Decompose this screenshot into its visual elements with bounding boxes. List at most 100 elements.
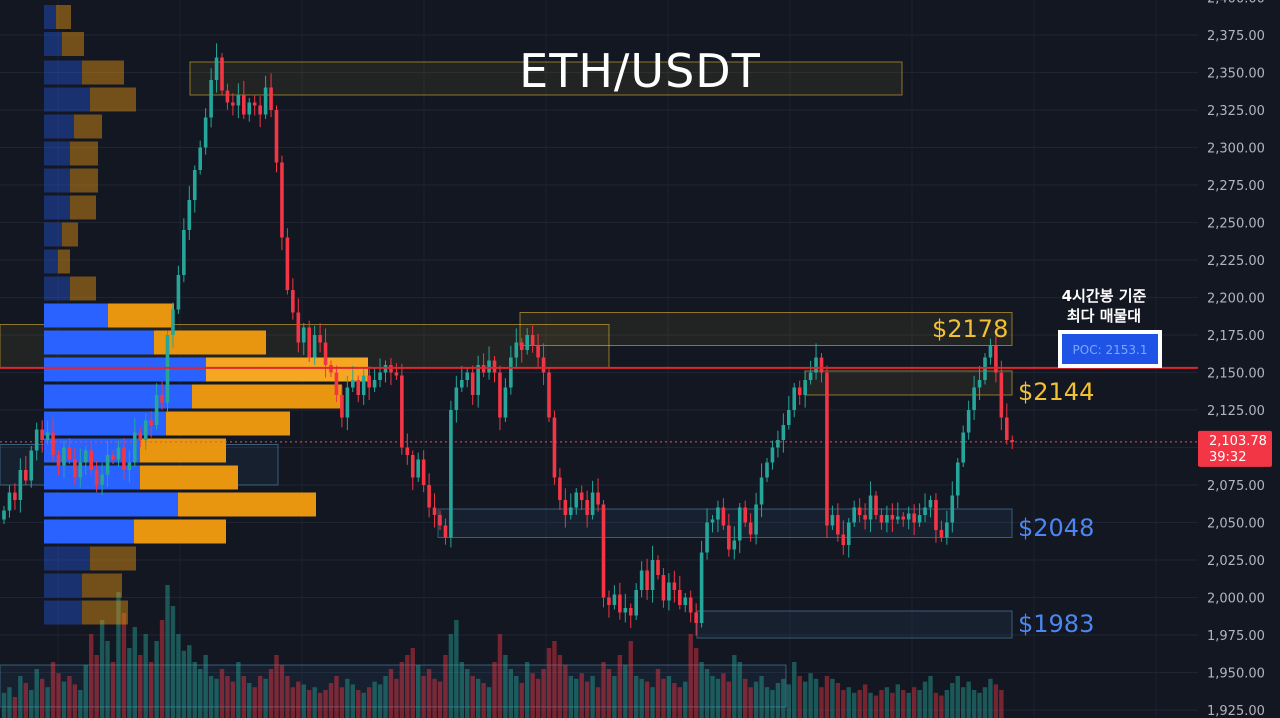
candle-body bbox=[852, 507, 856, 523]
y-tick-label: 2,075.00 bbox=[1207, 479, 1265, 494]
candle-body bbox=[18, 470, 23, 500]
profile-bar-sell bbox=[140, 465, 238, 490]
candle-body bbox=[438, 515, 442, 526]
volume-bar bbox=[241, 676, 246, 718]
candle-body bbox=[857, 507, 862, 515]
candle-body bbox=[683, 597, 688, 605]
volume-bar bbox=[143, 634, 148, 718]
volume-bar bbox=[704, 669, 710, 718]
candle-body bbox=[203, 117, 208, 148]
volume-bar bbox=[127, 648, 132, 718]
volume-bar bbox=[922, 681, 928, 718]
candle-body bbox=[274, 110, 279, 163]
candle-body bbox=[29, 450, 34, 481]
volume-bar bbox=[699, 662, 704, 718]
current-price-tag: 2,103.78 39:32 bbox=[1198, 430, 1272, 467]
zone-box bbox=[0, 664, 787, 708]
candle-body bbox=[258, 105, 262, 115]
volume-bar bbox=[377, 684, 383, 718]
volume-bar bbox=[89, 634, 94, 718]
candle-body bbox=[160, 395, 164, 403]
candle-body bbox=[808, 372, 813, 380]
volume-bar bbox=[775, 683, 781, 718]
volume-bar bbox=[268, 669, 274, 718]
y-tick-label: 2,350.00 bbox=[1207, 67, 1265, 82]
candle-body bbox=[105, 455, 110, 475]
volume-bar bbox=[410, 648, 415, 718]
candle-body bbox=[476, 365, 480, 395]
volume-bar bbox=[541, 669, 546, 718]
volume-bar bbox=[356, 690, 361, 718]
volume-bar bbox=[203, 655, 208, 718]
y-tick-label: 2,150.00 bbox=[1207, 367, 1265, 382]
volume-bar bbox=[187, 645, 192, 718]
candle-body bbox=[563, 500, 568, 515]
volume-bar bbox=[988, 678, 993, 718]
volume-bar bbox=[148, 662, 154, 718]
candle-body bbox=[519, 342, 524, 350]
y-tick-label: 2,050.00 bbox=[1207, 517, 1265, 532]
profile-bar-sell bbox=[166, 411, 290, 436]
volume-bar bbox=[317, 692, 323, 718]
candle-body bbox=[552, 417, 557, 478]
candle-body bbox=[405, 447, 410, 455]
y-tick-label: 2,400.00 bbox=[1207, 0, 1265, 7]
candle-body bbox=[863, 515, 867, 520]
volume-bar bbox=[726, 681, 732, 718]
candle-body bbox=[955, 462, 960, 496]
candle-body bbox=[62, 447, 66, 466]
volume-bar bbox=[208, 676, 214, 718]
profile-bar-buy bbox=[44, 222, 62, 247]
candle-body bbox=[737, 507, 742, 541]
profile-bar-sell bbox=[70, 141, 98, 166]
volume-bar bbox=[557, 655, 563, 718]
candle-body bbox=[732, 540, 737, 550]
profile-bar-sell bbox=[134, 519, 226, 544]
candle-body bbox=[890, 515, 895, 520]
volume-bar bbox=[121, 613, 127, 718]
volume-bar bbox=[890, 692, 895, 718]
volume-bar bbox=[601, 662, 606, 718]
profile-bar-sell bbox=[154, 330, 266, 355]
volume-bar bbox=[328, 683, 334, 718]
volume-bar bbox=[710, 676, 715, 718]
candle-body bbox=[209, 80, 213, 118]
volume-bar bbox=[813, 678, 819, 718]
volume-bar bbox=[50, 662, 56, 718]
zone-box bbox=[189, 61, 903, 96]
candle-body bbox=[618, 594, 622, 613]
volume-bar bbox=[841, 690, 846, 718]
volume-bar bbox=[514, 676, 519, 718]
volume-bar bbox=[961, 687, 966, 718]
profile-bar-buy bbox=[44, 168, 70, 193]
candle-body bbox=[972, 387, 976, 410]
candle-body bbox=[2, 510, 6, 520]
candle-body bbox=[345, 387, 350, 418]
candle-body bbox=[83, 450, 88, 463]
volume-bar bbox=[786, 684, 791, 718]
candle-body bbox=[678, 590, 682, 605]
volume-bar bbox=[99, 620, 105, 718]
candle-body bbox=[825, 372, 829, 526]
volume-bar bbox=[416, 664, 421, 718]
y-tick-label: 2,125.00 bbox=[1207, 404, 1265, 419]
volume-bar bbox=[279, 664, 285, 718]
candle-body bbox=[950, 495, 955, 523]
candle-body bbox=[672, 582, 677, 590]
poc-box: POC: 2153.1 bbox=[1058, 330, 1162, 368]
volume-bar bbox=[1, 692, 7, 718]
price-axis[interactable]: 1,925.00 1,950.00 1,975.00 2,000.00 2,025.00… bbox=[1207, 0, 1265, 718]
profile-bar-buy bbox=[44, 411, 166, 436]
profile-bar-sell bbox=[140, 438, 226, 463]
candle-body bbox=[449, 410, 453, 538]
volume-bar bbox=[45, 687, 50, 718]
level-labels: $2178 $2144 $2048 $1983 bbox=[932, 315, 1094, 638]
candle-body bbox=[492, 360, 497, 373]
candle-body bbox=[939, 530, 944, 538]
level-label: $2144 bbox=[1018, 378, 1094, 406]
candle-body bbox=[607, 597, 611, 605]
candle-body bbox=[525, 335, 529, 350]
volume-bar bbox=[72, 684, 78, 718]
candle-body bbox=[171, 309, 175, 335]
